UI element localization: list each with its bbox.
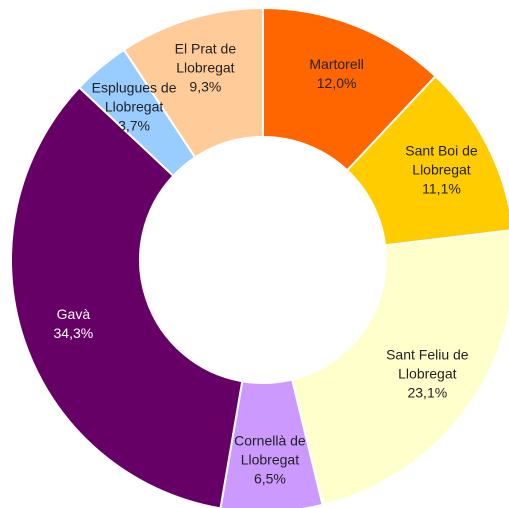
slice bbox=[345, 74, 509, 247]
value-label: 34,3% bbox=[53, 324, 94, 341]
category: El Prat de Llobregat bbox=[174, 40, 237, 76]
slice-label: Cornellà de Llobregat 6,5% bbox=[214, 431, 326, 488]
slice bbox=[290, 229, 509, 507]
category: Sant Feliu de Llobregat bbox=[386, 346, 469, 382]
slice bbox=[122, 6, 264, 159]
value-label: 11,1% bbox=[422, 180, 461, 197]
slice bbox=[10, 86, 244, 508]
value-label: 6,5% bbox=[253, 470, 286, 487]
category: Cornellà de Llobregat bbox=[234, 432, 306, 468]
value-label: 12,0% bbox=[316, 75, 357, 92]
value-label: 3,7% bbox=[118, 117, 151, 134]
slice bbox=[219, 378, 324, 508]
value-label: 9,3% bbox=[189, 78, 222, 95]
slice-label: Sant Feliu de Llobregat 23,1% bbox=[371, 345, 483, 402]
category: Esplugues de Llobregat bbox=[91, 79, 177, 115]
category: Martorell bbox=[309, 56, 364, 73]
slice-label: El Prat de Llobregat 9,3% bbox=[149, 40, 261, 97]
slice-label: Esplugues de Llobregat 3,7% bbox=[78, 79, 190, 136]
category: Sant Boi de Llobregat bbox=[405, 142, 478, 178]
slice-label: Sant Boi de Llobregat 11,1% bbox=[385, 141, 497, 198]
value-label: 23,1% bbox=[407, 384, 448, 401]
slice-label: Martorell 12,0% bbox=[281, 55, 393, 93]
slice-label: Gavà 34,3% bbox=[17, 305, 129, 343]
category: Gavà bbox=[56, 305, 91, 322]
